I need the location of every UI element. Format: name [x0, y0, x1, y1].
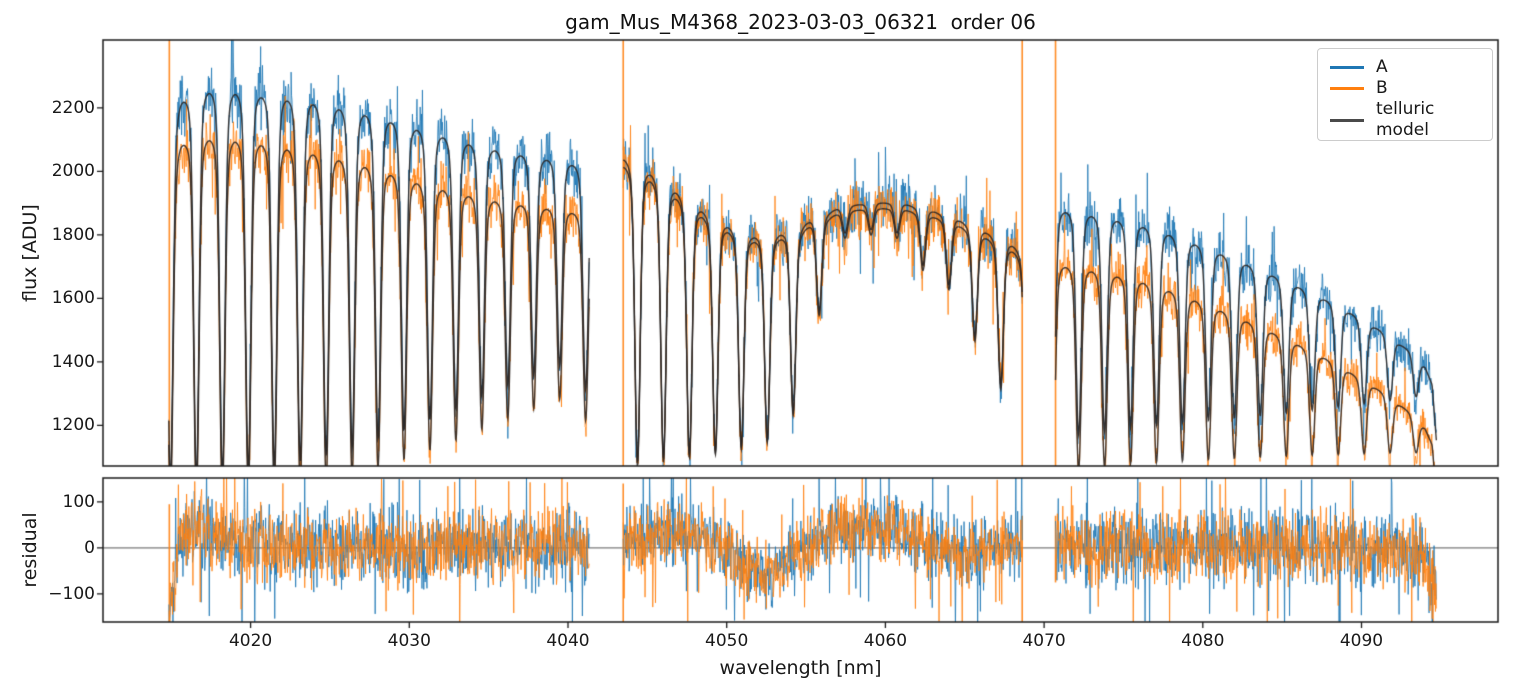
- x-tick-label: 4070: [1022, 631, 1066, 651]
- residual-axis-label: residual: [19, 512, 41, 588]
- x-tick-label: 4050: [705, 631, 749, 651]
- legend-line-b-swatch: [1330, 87, 1364, 90]
- x-tick-label: 4060: [863, 631, 908, 651]
- legend-label-telluric-model: telluric model: [1376, 99, 1435, 140]
- legend-line-a-swatch: [1330, 66, 1364, 69]
- legend-label-a: A: [1376, 57, 1388, 77]
- residual-y-tick-label: −100: [48, 583, 95, 604]
- residual-y-tick-label: 100: [62, 491, 95, 512]
- x-tick-label: 4030: [387, 631, 431, 651]
- legend-entry-telluric-model: telluric model: [1330, 99, 1480, 141]
- flux-y-tick-label: 2000: [51, 161, 95, 182]
- flux-y-tick-label: 1800: [51, 224, 95, 245]
- x-axis-label: wavelength [nm]: [719, 657, 882, 679]
- flux-y-tick-label: 2200: [51, 97, 95, 118]
- x-tick-label: 4040: [546, 631, 590, 651]
- legend-label-b: B: [1376, 78, 1388, 98]
- x-tick-label: 4080: [1181, 631, 1225, 651]
- legend: A B telluric model: [1317, 48, 1493, 141]
- chart-title: gam_Mus_M4368_2023-03-03_06321 order 06: [565, 10, 1036, 34]
- flux-y-tick-label: 1400: [51, 351, 95, 372]
- flux-y-tick-label: 1200: [51, 415, 95, 436]
- legend-entry-b: B: [1330, 78, 1480, 99]
- residual-y-tick-label: 0: [84, 537, 95, 558]
- x-tick-label: 4090: [1339, 631, 1384, 651]
- flux-y-tick-label: 1600: [51, 288, 95, 309]
- legend-entry-a: A: [1330, 57, 1480, 78]
- flux-axis-label: flux [ADU]: [19, 204, 41, 302]
- legend-line-model-swatch: [1330, 118, 1364, 122]
- x-tick-label: 4020: [228, 631, 273, 651]
